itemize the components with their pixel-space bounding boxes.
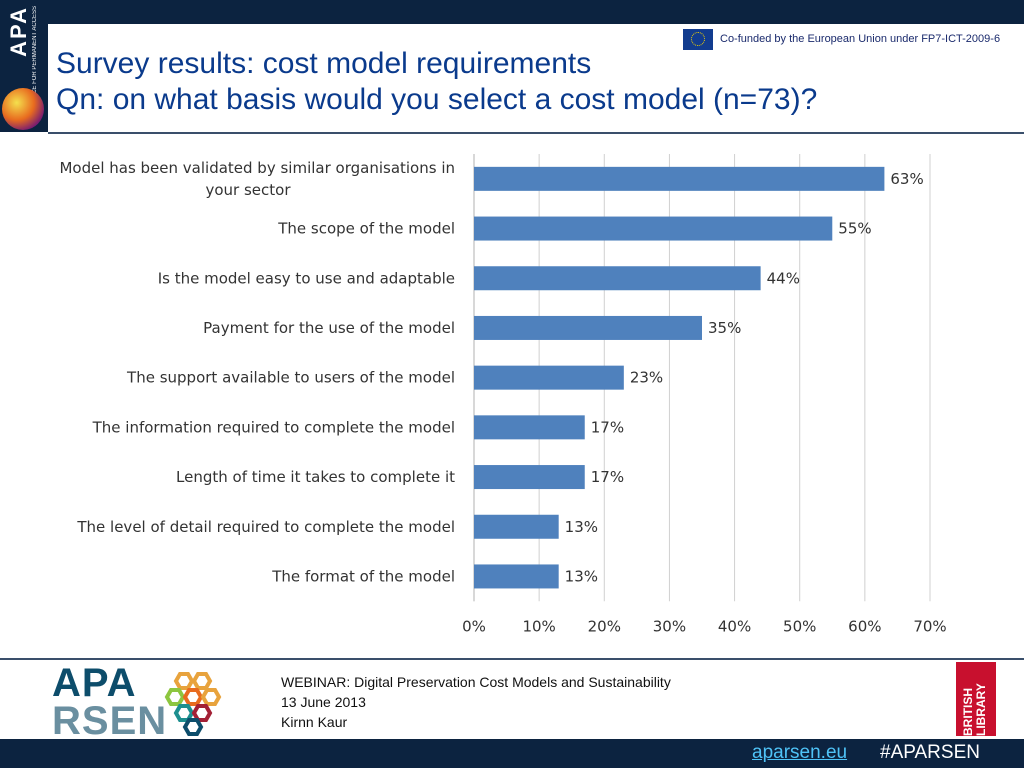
category-label: Model has been validated by similar orga… <box>59 159 455 177</box>
cofunded-notice: Co-funded by the European Union under FP… <box>720 33 1001 45</box>
x-tick-label: 40% <box>718 617 751 635</box>
footer-divider <box>0 658 1024 660</box>
logo-rsen-text: RSEN <box>52 699 168 743</box>
title-line-1: Survey results: cost model requirements <box>56 47 592 80</box>
bar <box>474 266 761 291</box>
data-label: 13% <box>565 567 598 585</box>
bar <box>474 415 585 440</box>
eu-flag-icon <box>683 29 713 50</box>
bar <box>474 216 833 241</box>
category-label: The support available to users of the mo… <box>126 369 455 387</box>
aparsen-logo: APA RSEN <box>52 661 222 743</box>
hexagon-cluster-icon <box>164 672 222 736</box>
presenter-name: Kirnn Kaur <box>281 714 348 730</box>
category-label: The level of detail required to complete… <box>76 518 455 536</box>
bar-chart: 0% 10% 20% 30% 40% 50% 60% 70% 63% Model has been… <box>59 154 947 635</box>
bar <box>474 166 885 191</box>
bl-logo-text: BRITISH LIBRARY <box>961 683 988 736</box>
category-label: Length of time it takes to complete it <box>176 468 455 486</box>
hashtag: #APARSEN <box>880 742 980 763</box>
category-label: The information required to complete the… <box>92 418 455 436</box>
bar <box>474 315 702 340</box>
apa-logo-text: APA <box>6 6 31 57</box>
title-divider <box>48 132 1024 134</box>
data-label: 17% <box>591 418 624 436</box>
category-label: Payment for the use of the model <box>203 319 455 337</box>
globe-icon <box>2 88 44 130</box>
logo-apa-text: APA <box>52 661 137 705</box>
bar <box>474 514 559 539</box>
category-label: Is the model easy to use and adaptable <box>158 269 455 287</box>
top-band <box>0 0 1024 24</box>
x-tick-label: 50% <box>783 617 816 635</box>
x-tick-label: 10% <box>522 617 555 635</box>
category-label: The scope of the model <box>277 220 455 238</box>
x-tick-label: 60% <box>848 617 881 635</box>
data-label: 55% <box>838 220 871 238</box>
data-label: 35% <box>708 319 741 337</box>
data-label: 63% <box>890 170 923 188</box>
data-label: 23% <box>630 369 663 387</box>
webinar-date: 13 June 2013 <box>281 694 366 710</box>
title-line-2: Qn: on what basis would you select a cos… <box>56 83 818 116</box>
slide-title: Survey results: cost model requirements … <box>56 46 817 118</box>
x-tick-label: 30% <box>653 617 686 635</box>
category-label: your sector <box>205 181 291 199</box>
category-label: The format of the model <box>271 567 455 585</box>
footer-info: WEBINAR: Digital Preservation Cost Model… <box>281 672 671 732</box>
bar <box>474 564 559 589</box>
bottom-band <box>0 739 1024 768</box>
x-tick-label: 20% <box>588 617 621 635</box>
data-label: 17% <box>591 468 624 486</box>
bar <box>474 365 624 390</box>
aparsen-link[interactable]: aparsen.eu <box>752 742 848 763</box>
x-tick-label: 0% <box>462 617 486 635</box>
data-label: 44% <box>767 269 800 287</box>
british-library-logo: BRITISH LIBRARY <box>956 662 996 736</box>
bar <box>474 465 585 490</box>
x-tick-label: 70% <box>913 617 946 635</box>
data-label: 13% <box>565 518 598 536</box>
webinar-title: WEBINAR: Digital Preservation Cost Model… <box>281 674 671 690</box>
apa-logo: APA ALLIANCE FOR PERMANENT ACCESS <box>0 0 48 132</box>
